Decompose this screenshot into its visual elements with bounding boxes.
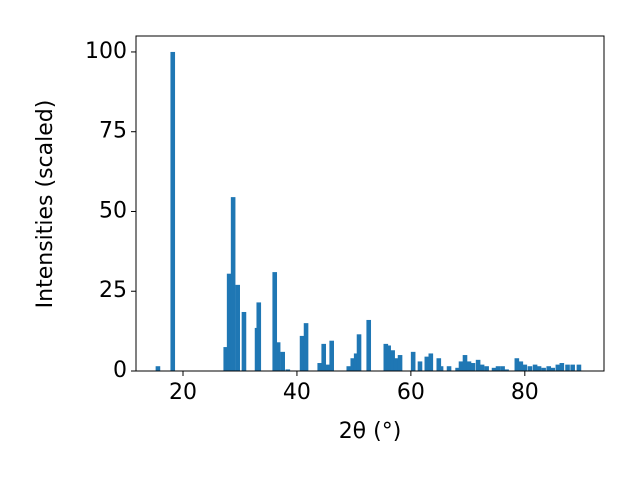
bar [329,340,334,371]
bar [155,366,161,371]
bar [275,342,281,371]
bar [570,364,575,371]
bar [366,319,372,371]
bar [522,364,528,371]
x-tick-label: 60 [397,380,425,405]
bar [424,356,430,371]
y-tick-label: 100 [85,39,127,64]
bar [325,364,331,371]
bar [280,351,285,371]
bar [436,358,442,371]
bar [241,311,247,371]
bar [455,367,460,371]
bar [446,366,452,371]
plot-frame [135,35,605,372]
bar [541,367,546,371]
bar [550,367,556,371]
x-axis-label: 2θ (°) [339,419,402,444]
bar [514,358,520,371]
bar [475,359,481,371]
bar [495,366,501,371]
bar [500,366,505,371]
bar [303,323,309,371]
bar [223,347,229,371]
bar [546,366,552,371]
bar [390,350,395,371]
bar [386,345,391,371]
bar [285,369,291,371]
bar [417,361,423,371]
x-tick-label: 40 [283,380,311,405]
bar [346,366,352,371]
y-axis-label: Intensities (scaled) [33,100,58,309]
bar [410,351,416,371]
bar [458,361,464,371]
y-tick-label: 75 [99,119,127,144]
bar [466,361,472,371]
bar [393,358,399,371]
bar [484,366,489,371]
bar [350,358,356,371]
bar [438,366,444,371]
bar [397,355,403,371]
bar [504,369,509,371]
bar [470,363,476,371]
bar [321,343,327,371]
bar [230,197,236,371]
bar [536,366,542,371]
bar [491,367,497,371]
bar [555,364,561,371]
bar [383,343,389,371]
bar [356,334,362,371]
bar [527,366,533,371]
bar [462,355,468,371]
bar [226,273,232,371]
y-tick-label: 25 [99,278,127,303]
bar [576,364,582,371]
bar [299,335,305,371]
bar [235,284,240,371]
x-tick-label: 20 [169,380,197,405]
bar [559,363,565,371]
bar [532,364,538,371]
bar [256,302,262,371]
bar [565,364,570,371]
y-tick-label: 50 [99,198,127,223]
bar [479,364,485,371]
bar [518,361,524,371]
bar [170,51,176,371]
x-tick-label: 80 [511,380,539,405]
y-tick-label: 0 [113,358,127,383]
bar [317,363,323,371]
bar [272,272,278,371]
bar [353,353,359,371]
bar [428,353,434,371]
